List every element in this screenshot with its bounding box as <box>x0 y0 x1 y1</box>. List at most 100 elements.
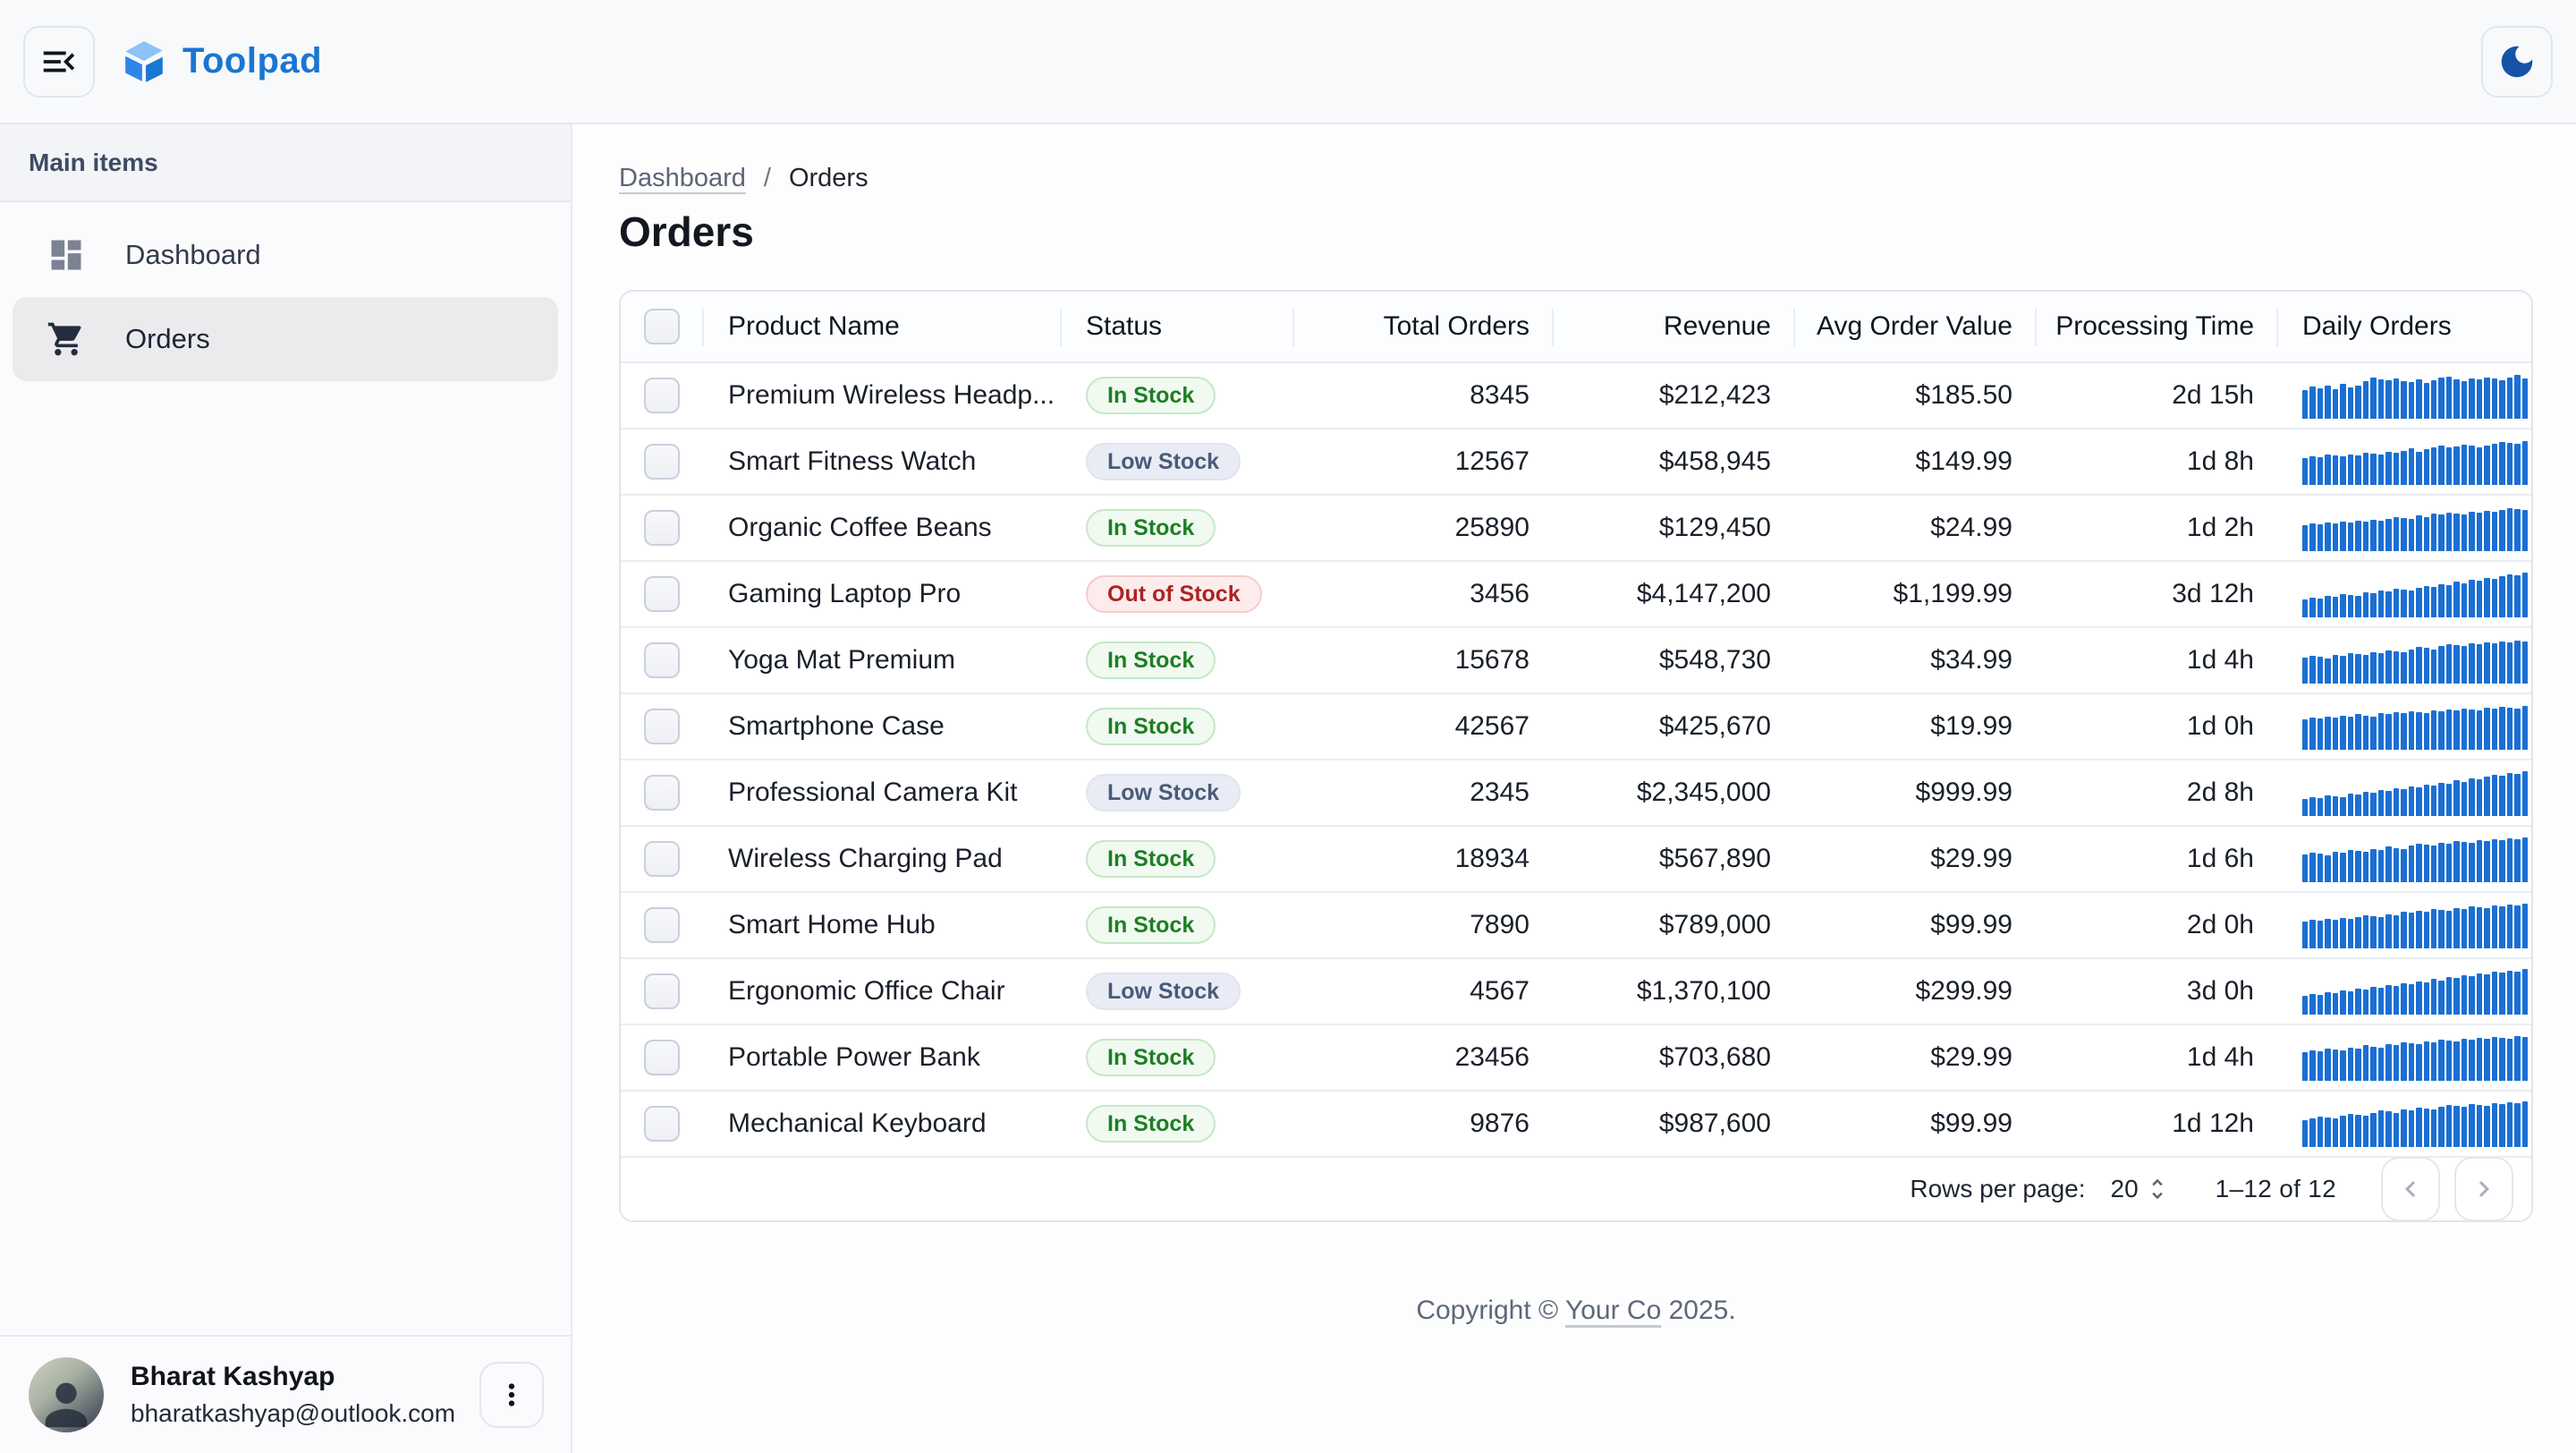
row-checkbox[interactable] <box>644 973 680 1009</box>
cell-avg-order-value: $299.99 <box>1915 976 2012 1006</box>
column-header-processing-time[interactable]: Processing Time <box>2036 292 2278 361</box>
row-checkbox[interactable] <box>644 1106 680 1142</box>
table-row: Gaming Laptop Pro Out of Stock 3456 $4,1… <box>621 562 2531 628</box>
status-badge: In Stock <box>1086 708 1216 745</box>
collapse-sidebar-button[interactable] <box>23 25 95 98</box>
status-badge: Low Stock <box>1086 443 1241 480</box>
app-logo-link[interactable]: Toolpad <box>122 38 322 85</box>
cell-revenue: $425,670 <box>1658 711 1771 741</box>
cell-avg-order-value: $34.99 <box>1930 645 2012 675</box>
breadcrumb-link-dashboard[interactable]: Dashboard <box>619 164 746 192</box>
table-row: Ergonomic Office Chair Low Stock 4567 $1… <box>621 959 2531 1025</box>
sidebar-item-orders[interactable]: Orders <box>13 297 558 381</box>
table-row: Portable Power Bank In Stock 23456 $703,… <box>621 1025 2531 1092</box>
row-checkbox[interactable] <box>644 1040 680 1075</box>
daily-orders-sparkline <box>2302 438 2529 485</box>
status-badge: In Stock <box>1086 642 1216 679</box>
account-email: bharatkashyap@outlook.com <box>131 1399 456 1427</box>
column-header-daily-orders[interactable]: Daily Orders <box>2302 311 2452 341</box>
row-checkbox[interactable] <box>644 907 680 943</box>
copyright-prefix: Copyright © <box>1416 1296 1565 1325</box>
chevron-left-icon <box>2405 1181 2416 1197</box>
cell-processing-time: 2d 0h <box>2186 910 2254 939</box>
row-checkbox[interactable] <box>644 775 680 811</box>
menu-open-icon <box>43 51 75 72</box>
daily-orders-sparkline <box>2302 637 2529 684</box>
cell-avg-order-value: $999.99 <box>1915 777 2012 807</box>
cell-product-name: Organic Coffee Beans <box>728 513 992 542</box>
cell-revenue: $2,345,000 <box>1636 777 1771 807</box>
company-link[interactable]: Your Co <box>1564 1296 1662 1325</box>
cell-product-name: Gaming Laptop Pro <box>728 579 962 608</box>
row-checkbox[interactable] <box>644 642 680 678</box>
column-header-avg-order-value[interactable]: Avg Order Value <box>1794 292 2037 361</box>
cell-total-orders: 4567 <box>1470 976 1530 1006</box>
table-row: Smart Home Hub In Stock 7890 $789,000 $9… <box>621 893 2531 959</box>
cell-revenue: $567,890 <box>1658 844 1771 873</box>
cell-total-orders: 3456 <box>1470 579 1530 608</box>
table-row: Mechanical Keyboard In Stock 9876 $987,6… <box>621 1092 2531 1158</box>
cell-avg-order-value: $149.99 <box>1915 446 2012 476</box>
daily-orders-sparkline <box>2302 505 2529 551</box>
select-all-checkbox[interactable] <box>644 309 680 344</box>
cell-product-name: Smart Home Hub <box>728 910 936 939</box>
row-checkbox[interactable] <box>644 709 680 744</box>
table-row: Premium Wireless Headp... In Stock 8345 … <box>621 363 2531 429</box>
cell-avg-order-value: $185.50 <box>1915 380 2012 410</box>
rows-per-page-label: Rows per page: <box>1910 1175 2086 1202</box>
previous-page-button[interactable] <box>2381 1157 2440 1220</box>
cell-processing-time: 2d 8h <box>2186 777 2254 807</box>
orders-table: Product Name Status Total Orders Revenue… <box>619 290 2533 1222</box>
cell-total-orders: 12567 <box>1454 446 1530 476</box>
table-row: Yoga Mat Premium In Stock 15678 $548,730… <box>621 628 2531 694</box>
row-checkbox[interactable] <box>644 841 680 877</box>
row-checkbox[interactable] <box>644 510 680 546</box>
status-badge: Low Stock <box>1086 973 1241 1010</box>
column-header-product-name[interactable]: Product Name <box>703 292 1062 361</box>
sidebar-nav: Dashboard Orders <box>0 202 571 1335</box>
sidebar-item-dashboard[interactable]: Dashboard <box>13 213 558 297</box>
sidebar-section-label: Main items <box>0 124 571 202</box>
cell-product-name: Mechanical Keyboard <box>728 1109 987 1138</box>
rows-per-page-select[interactable]: 20 <box>2111 1175 2171 1203</box>
cell-product-name: Yoga Mat Premium <box>728 645 956 675</box>
cell-processing-time: 1d 0h <box>2186 711 2254 741</box>
daily-orders-sparkline <box>2302 703 2529 750</box>
cell-product-name: Professional Camera Kit <box>728 777 1018 807</box>
cell-product-name: Ergonomic Office Chair <box>728 976 1005 1006</box>
row-checkbox[interactable] <box>644 576 680 612</box>
main-content: Dashboard / Orders Orders Product Name S… <box>572 124 2576 1453</box>
cell-processing-time: 3d 12h <box>2172 579 2254 608</box>
table-body: Premium Wireless Headp... In Stock 8345 … <box>621 363 2531 1158</box>
column-header-status[interactable]: Status <box>1061 292 1294 361</box>
row-checkbox[interactable] <box>644 444 680 480</box>
status-badge: In Stock <box>1086 377 1216 414</box>
dashboard-icon <box>51 240 81 270</box>
table-header-row: Product Name Status Total Orders Revenue… <box>621 292 2531 363</box>
cell-product-name: Premium Wireless Headp... <box>728 380 1055 410</box>
cell-total-orders: 15678 <box>1454 645 1530 675</box>
cell-avg-order-value: $29.99 <box>1930 1042 2012 1072</box>
shopping-cart-icon <box>47 322 81 356</box>
cell-processing-time: 1d 6h <box>2186 844 2254 873</box>
column-header-total-orders[interactable]: Total Orders <box>1293 292 1554 361</box>
daily-orders-sparkline <box>2302 1034 2529 1081</box>
table-row: Wireless Charging Pad In Stock 18934 $56… <box>621 827 2531 893</box>
cell-avg-order-value: $1,199.99 <box>1893 579 2012 608</box>
page-title: Orders <box>619 208 754 255</box>
cell-total-orders: 18934 <box>1454 844 1530 873</box>
row-checkbox[interactable] <box>644 378 680 413</box>
rows-per-page-value: 20 <box>2110 1175 2139 1202</box>
next-page-button[interactable] <box>2454 1157 2513 1220</box>
account-menu-button[interactable] <box>479 1362 544 1428</box>
cell-revenue: $789,000 <box>1658 910 1771 939</box>
cell-total-orders: 8345 <box>1470 380 1530 410</box>
daily-orders-sparkline <box>2302 968 2529 1015</box>
sidebar-item-label: Dashboard <box>125 239 261 270</box>
app-header: Toolpad <box>0 0 2576 124</box>
theme-toggle-button[interactable] <box>2481 25 2553 98</box>
breadcrumb-separator: / <box>763 164 771 192</box>
column-header-revenue[interactable]: Revenue <box>1553 292 1795 361</box>
app-title: Toolpad <box>182 41 323 81</box>
table-pagination: Rows per page: 20 1–12 of 12 <box>621 1157 2531 1220</box>
